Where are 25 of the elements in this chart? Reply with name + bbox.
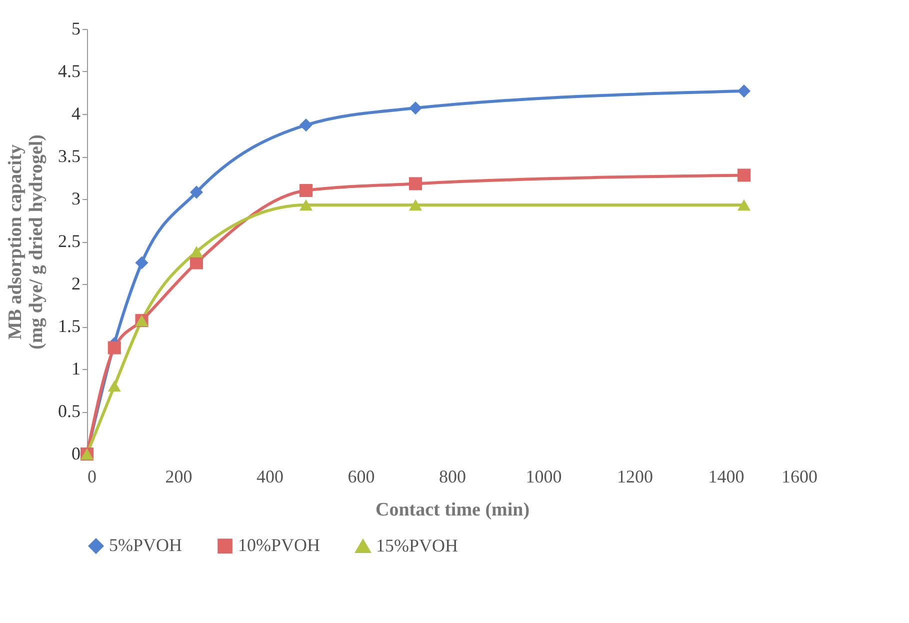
y-tick-label: 5 [72, 18, 80, 38]
x-tick-label: 800 [439, 466, 466, 486]
x-tick-label: 0 [88, 466, 96, 486]
y-axis-title: MB adsorption capacity (mg dye/ g dried hydrogel) [5, 134, 47, 350]
x-tick-label: 400 [256, 466, 284, 486]
y-tick-label: 4.5 [58, 61, 80, 81]
x-tick-label: 1200 [617, 466, 653, 486]
y-tick-label: 0 [72, 444, 80, 464]
y-tick-label: 1.5 [58, 316, 80, 336]
legend-label: 5%PVOH [109, 535, 182, 556]
y-tick-label: 0.5 [58, 401, 80, 421]
x-tick-label: 1000 [526, 466, 562, 486]
legend-label: 10%PVOH [238, 535, 320, 556]
x-axis-title: Contact time (min) [375, 500, 530, 520]
x-tick-label: 1600 [782, 466, 818, 486]
x-tick-label: 600 [348, 466, 375, 486]
x-tick-label: 200 [165, 466, 192, 486]
y-tick-label: 2 [72, 274, 80, 294]
y-tick-label: 3 [72, 188, 80, 208]
legend-label: 15%PVOH [376, 535, 458, 556]
y-tick-label: 1 [72, 358, 80, 378]
x-tick-label: 1400 [708, 466, 744, 486]
y-tick-label: 4 [72, 104, 80, 124]
y-tick-label: 2.5 [58, 231, 80, 251]
y-tick-label: 3.5 [58, 146, 80, 166]
